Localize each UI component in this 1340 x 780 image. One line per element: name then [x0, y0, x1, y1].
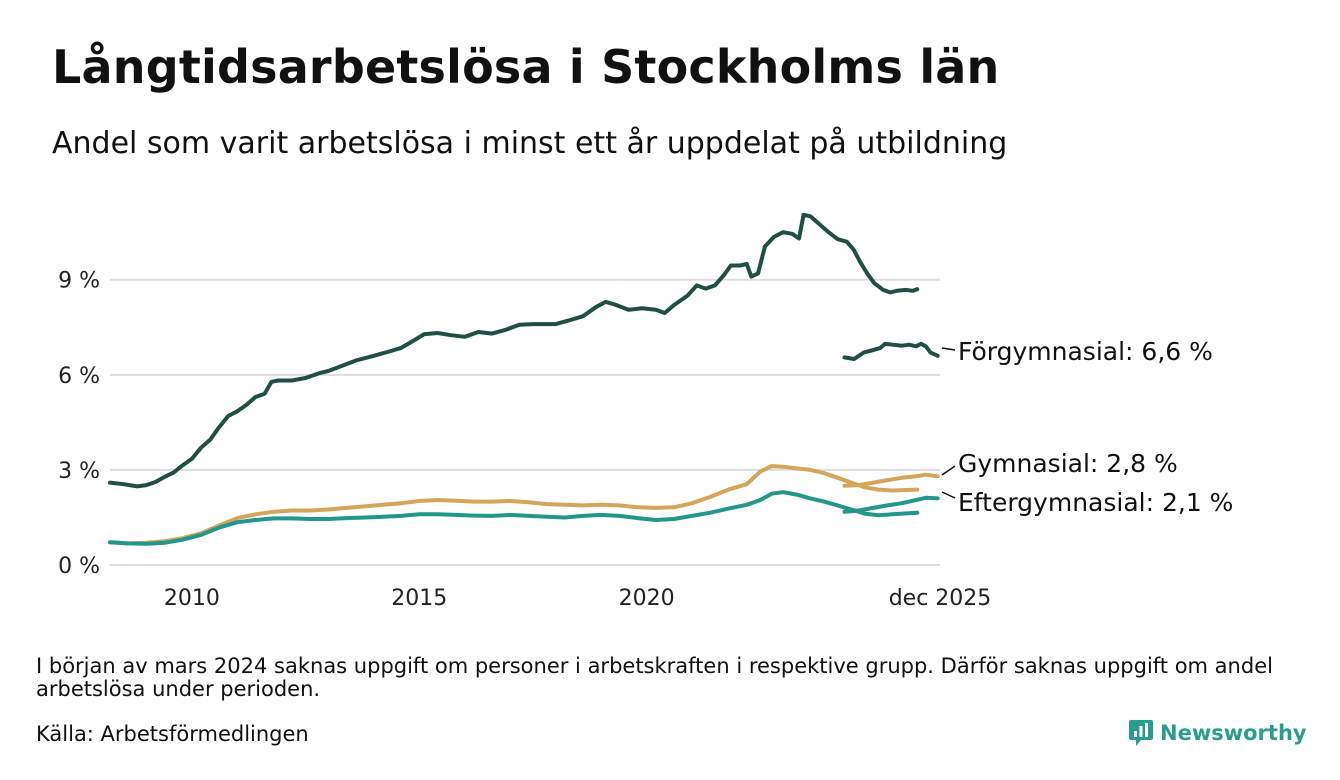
series-line-förgymnasial-after-gap [842, 341, 940, 361]
series-line-förgymnasial [108, 212, 920, 489]
series-line-eftergymnasial-after-gap [842, 495, 940, 514]
y-tick-label-2: 6 % [58, 364, 100, 389]
series-line-gymnasial [108, 464, 920, 546]
line-chart: 0 % 3 % 6 % 9 % 2010 2015 2020 dec 2025 Förgymna… [58, 212, 1233, 611]
x-tick-label-0: 2010 [164, 586, 220, 611]
series-line-gymnasial-after-gap [842, 472, 940, 488]
bar-chart-icon [1129, 720, 1153, 746]
leader-line-förgymnasial [941, 347, 956, 351]
newsworthy-logo[interactable]: Newsworthy [1128, 718, 1307, 748]
logo-text: Newsworthy [1160, 721, 1307, 745]
series-line-eftergymnasial [108, 490, 920, 546]
y-tick-label-0: 0 % [58, 554, 100, 579]
leader-line-gymnasial [941, 465, 956, 476]
y-tick-label-1: 3 % [58, 459, 100, 484]
end-label-gymnasial: Gymnasial: 2,8 % [958, 449, 1178, 478]
leader-line-eftergymnasial [941, 491, 956, 499]
chart-subtitle: Andel som varit arbetslösa i minst ett å… [52, 126, 1008, 161]
x-tick-label-2: 2020 [619, 586, 675, 611]
y-tick-label-3: 9 % [58, 269, 100, 294]
x-tick-label-1: 2015 [391, 586, 447, 611]
end-label-förgymnasial: Förgymnasial: 6,6 % [958, 337, 1213, 366]
footnote: I början av mars 2024 saknas uppgift om … [36, 654, 1273, 701]
end-label-eftergymnasial: Eftergymnasial: 2,1 % [958, 488, 1233, 517]
x-tick-label-3: dec 2025 [889, 586, 992, 611]
source-text: Källa: Arbetsförmedlingen [36, 722, 309, 746]
chart-title: Långtidsarbetslösa i Stockholms län [52, 40, 1000, 94]
